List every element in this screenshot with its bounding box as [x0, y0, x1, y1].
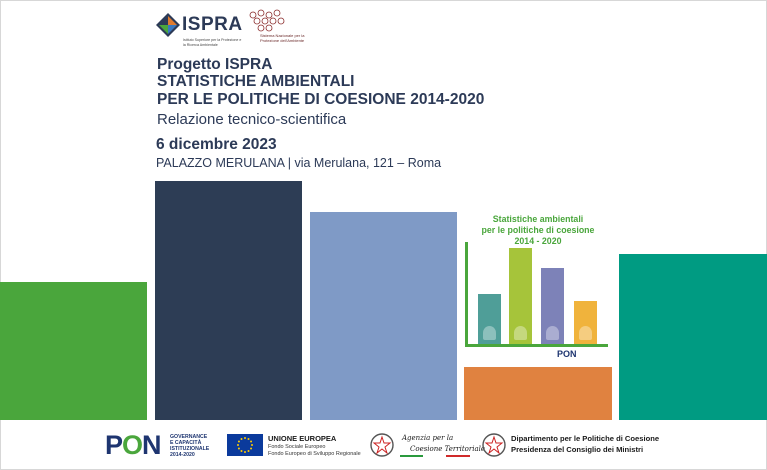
eu-fund-1: Fondo Sociale Europeo: [268, 444, 326, 450]
pon-line: 2014-2020: [170, 452, 195, 458]
italian-emblem-icon: [370, 433, 394, 457]
eu-star: [250, 447, 253, 450]
eu-star: [244, 451, 246, 453]
eu-flag-icon: [227, 434, 263, 456]
eu-star: [251, 444, 253, 446]
pon-wordmark: PON: [105, 430, 162, 461]
eu-star: [240, 450, 243, 453]
graphic-axis-vertical: [465, 242, 468, 347]
eu-star: [237, 447, 240, 450]
graphic-pon-logo: PON: [557, 349, 577, 359]
agency-line-2: Coesione Territoriale: [410, 445, 486, 453]
graphic-title-line-2: per le politiche di coesione: [481, 225, 595, 235]
ispra-wordmark: ISPRA: [182, 14, 243, 35]
pon-line: GOVERNANCE: [170, 434, 208, 440]
snpa-logo: Sistema Nazionale per la Protezione dell…: [247, 9, 317, 49]
eu-star: [247, 450, 250, 453]
department-name: Dipartimento per le Politiche di Coesion…: [511, 434, 660, 443]
agency-tricolour: [400, 455, 470, 457]
report-subtitle: Relazione tecnico-scientifica: [157, 111, 347, 128]
event-venue: PALAZZO MERULANA | via Merulana, 121 – R…: [156, 156, 442, 170]
eu-star: [247, 437, 250, 440]
tree-icon: [514, 326, 527, 340]
eu-fund-2: Fondo Europeo di Sviluppo Regionale: [268, 451, 361, 457]
graphic-bar: [574, 301, 597, 344]
ispra-logo: ISPRA Istituto Superiore per la Protezio…: [156, 13, 246, 49]
pon-line: ISTITUZIONALE: [170, 446, 210, 452]
graphic-axis-horizontal: [465, 344, 608, 347]
pon-subtitle: GOVERNANCE E CAPACITÀ ISTITUZIONALE 2014…: [170, 434, 209, 458]
pon-letter-n: N: [142, 430, 161, 460]
graphic-title-line-3: 2014 - 2020: [514, 236, 562, 246]
event-date: 6 dicembre 2023: [156, 136, 277, 153]
recycle-icon: [579, 326, 592, 340]
ispra-mark-icon: [156, 13, 180, 37]
project-label: Progetto ISPRA: [157, 56, 273, 73]
department-office: Presidenza del Consiglio dei Ministri: [511, 445, 644, 454]
title-line-1: STATISTICHE AMBIENTALI: [157, 73, 355, 90]
snpa-network-icon: [249, 9, 285, 32]
decor-block-teal: [619, 254, 767, 420]
graphic-bar: [509, 248, 532, 344]
snpa-text: Sistema Nazionale per la Protezione dell…: [260, 33, 305, 43]
factory-smoke-icon: [546, 326, 559, 340]
agency-line-1: Agenzia per la: [402, 434, 454, 442]
title-line-2: PER LE POLITICHE DI COESIONE 2014-2020: [157, 91, 485, 108]
eu-star: [237, 440, 240, 443]
pon-letter-o: O: [122, 430, 143, 460]
graphic-bar: [541, 268, 564, 344]
ispra-subtitle: Istituto Superiore per la Protezione e l…: [183, 38, 242, 47]
graphic-title-line-1: Statistiche ambientali: [492, 214, 584, 224]
decor-block-blue: [310, 212, 457, 420]
decor-block-green: [0, 282, 147, 420]
eu-star: [250, 440, 253, 443]
eu-star: [237, 444, 239, 446]
graphic-bar: [478, 294, 501, 344]
wind-turbine-icon: [483, 326, 496, 340]
pon-letter-p: P: [105, 430, 123, 460]
italian-emblem-icon: [482, 433, 506, 457]
eu-star: [244, 437, 246, 439]
decor-block-orange: [464, 367, 612, 420]
decor-block-navy: [155, 181, 302, 420]
eu-title: UNIONE EUROPEA: [268, 434, 337, 443]
pon-line: E CAPACITÀ: [170, 440, 202, 446]
eu-star: [240, 437, 243, 440]
